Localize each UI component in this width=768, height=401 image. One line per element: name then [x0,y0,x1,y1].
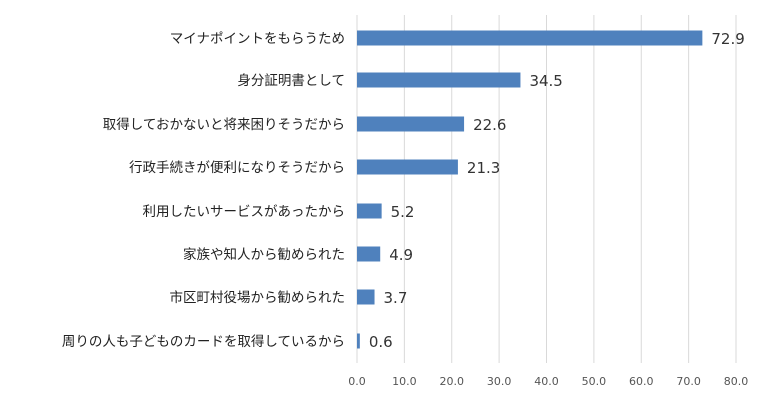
category-label: 市区町村役場から勧められた [170,289,346,306]
data-label: 4.9 [389,246,413,264]
data-label: 22.6 [473,116,506,134]
data-label: 21.3 [467,159,500,177]
x-tick-label: 40.0 [534,375,559,388]
category-label: 行政手続きが便利になりそうだから [129,160,345,176]
x-tick-label: 10.0 [392,375,417,388]
bar [357,333,360,349]
bar [357,72,521,88]
x-tick-label: 70.0 [676,375,701,388]
bar [357,159,458,175]
data-label: 34.5 [529,72,562,90]
bar [357,246,381,262]
x-tick-label: 60.0 [629,375,654,388]
data-label: 0.6 [369,333,393,351]
data-label: 3.7 [384,289,408,307]
category-label: 利用したいサービスがあったから [143,204,346,220]
category-label: 周りの人も子どものカードを取得しているから [62,333,345,350]
bar [357,203,382,219]
category-label: 家族や知人から勧められた [183,246,345,263]
data-label: 72.9 [711,30,744,48]
x-tick-label: 80.0 [724,375,749,388]
x-tick-label: 50.0 [582,375,607,388]
category-label: 取得しておかないと将来困りそうだから [103,116,345,133]
x-tick-label: 20.0 [440,375,465,388]
bar [357,30,703,46]
x-tick-label: 0.0 [348,375,366,388]
bar [357,116,465,132]
x-tick-label: 30.0 [487,375,512,388]
data-label: 5.2 [391,203,415,221]
category-label: マイナポイントをもらうため [170,31,345,47]
bar [357,289,375,305]
category-label: 身分証明書として [237,73,345,89]
